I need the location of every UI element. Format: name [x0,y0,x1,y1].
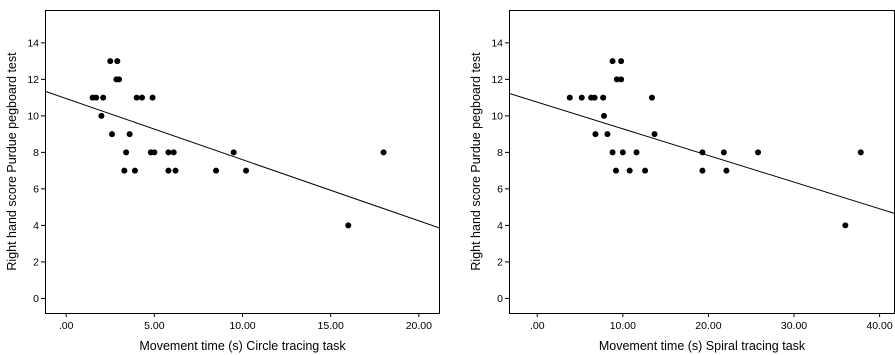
x-tick-label: 20.00 [406,320,432,332]
data-point [604,131,611,138]
data-point [172,167,179,174]
data-point [109,131,116,138]
y-tick-label: 2 [33,257,39,269]
y-axis-title: Right hand score Purdue pegboard test [469,52,483,271]
fit-line [45,90,440,229]
data-point [592,131,599,138]
data-point [566,94,573,101]
data-point [720,149,727,156]
x-tick-label: 5.00 [144,320,165,332]
data-point [609,58,616,65]
chart-spiral-tracing: 0 2 4 6 8 10 12 14 .00 10.00 20.00 30.00 40.00 Moveme… [469,10,895,353]
data-point [609,149,616,156]
y-tick-label: 6 [497,184,503,196]
y-tick-label: 12 [27,74,39,86]
x-tick-label: 30.00 [781,320,807,332]
y-tick-label: 14 [491,38,503,50]
data-point [633,149,640,156]
data-point [601,112,608,119]
data-point [213,167,220,174]
data-point [380,149,387,156]
x-tick-label: .00 [59,320,74,332]
data-point [126,131,133,138]
x-tick-label: 10.00 [229,320,255,332]
data-point [151,149,158,156]
data-point [165,167,172,174]
y-tick-label: 10 [27,111,39,123]
data-point [149,94,156,101]
data-point [648,94,655,101]
data-point [699,149,706,156]
y-tick-label: 8 [33,147,39,159]
data-point [618,58,625,65]
data-point [642,167,649,174]
data-point [116,76,123,83]
y-tick-label: 10 [491,111,503,123]
data-point [613,76,620,83]
data-point [857,149,864,156]
y-tick-label: 2 [497,257,503,269]
data-point [133,94,140,101]
x-tick-label: 20.00 [695,320,721,332]
y-tick-label: 4 [33,220,39,232]
data-point [842,222,849,229]
y-tick-label: 0 [33,293,39,305]
data-point [345,222,352,229]
x-axis-title: Movement time (s) Circle tracing task [139,339,346,353]
data-point [114,58,121,65]
data-point [131,167,138,174]
data-point [123,149,130,156]
data-point [100,94,107,101]
data-point [619,149,626,156]
data-point [612,167,619,174]
y-tick-label: 12 [491,74,503,86]
data-point [93,94,100,101]
chart-circle-tracing: 0 2 4 6 8 10 12 14 .00 5.00 10.00 15.00 20.00 Movemen… [5,10,440,353]
y-tick-label: 14 [27,38,39,50]
x-tick-label: 40.00 [866,320,892,332]
data-point [755,149,762,156]
data-point [170,149,177,156]
data-point [121,167,128,174]
y-tick-label: 0 [497,293,503,305]
data-point [600,94,607,101]
plot-frame [509,10,895,314]
y-tick-label: 6 [33,184,39,196]
y-tick-label: 4 [497,220,503,232]
x-tick-label: 15.00 [318,320,344,332]
data-point [699,167,706,174]
data-point [591,94,598,101]
y-tick-label: 8 [497,147,503,159]
plot-frame [45,10,440,314]
data-point [107,58,114,65]
data-point [138,94,145,101]
y-axis-title: Right hand score Purdue pegboard test [5,52,19,271]
data-point [578,94,585,101]
x-axis-title: Movement time (s) Spiral tracing task [599,339,806,353]
data-point [651,131,658,138]
data-point [626,167,633,174]
data-point [618,76,625,83]
x-tick-label: .00 [530,320,545,332]
data-point [165,149,172,156]
data-point [230,149,237,156]
data-point [243,167,250,174]
x-tick-label: 10.00 [610,320,636,332]
data-point [98,112,105,119]
data-point [723,167,730,174]
